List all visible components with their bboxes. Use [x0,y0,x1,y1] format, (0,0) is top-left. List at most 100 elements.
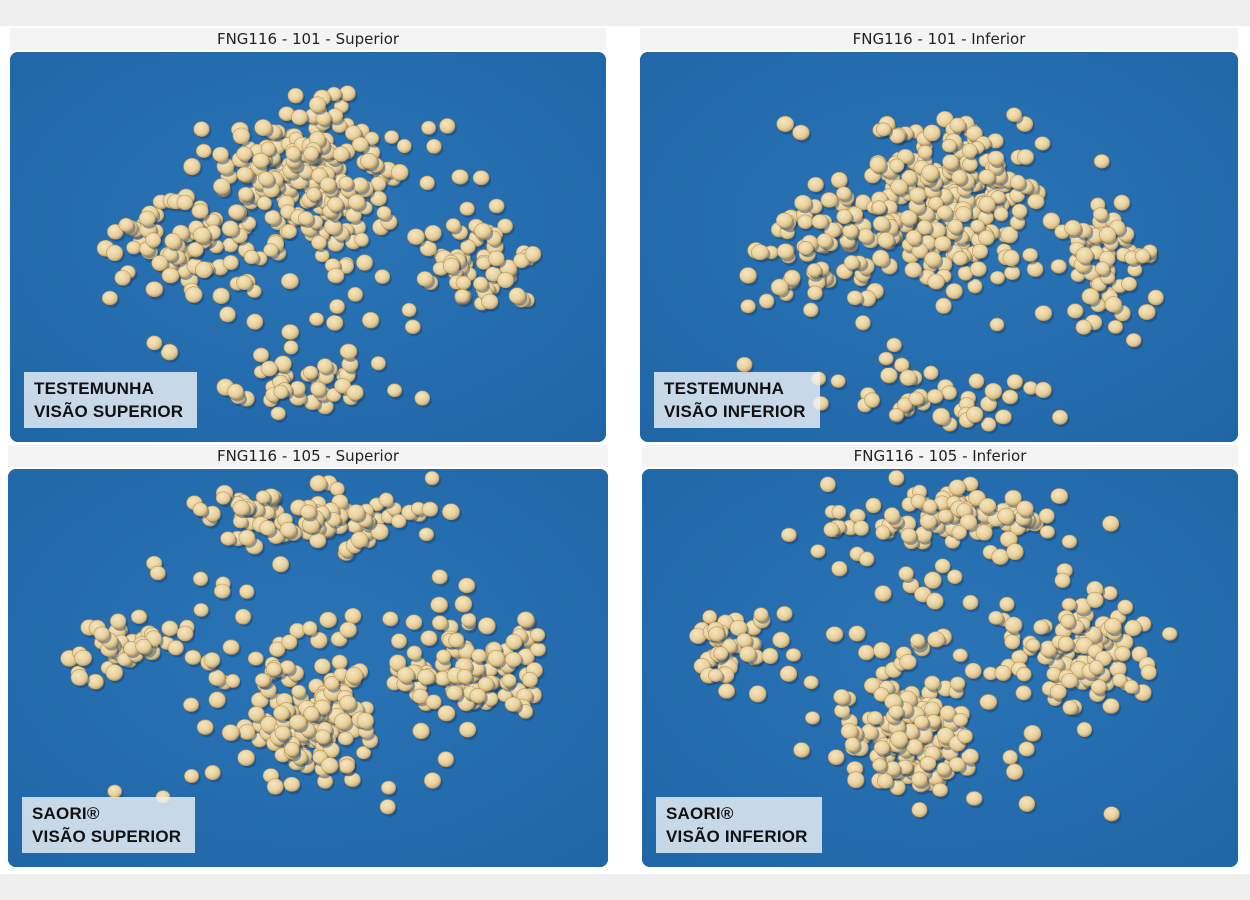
soybean-seed [252,152,270,169]
soybean-seed [888,704,904,719]
soybean-seed [988,610,1004,625]
soybean-seed [1034,381,1052,398]
soybean-seed [1033,619,1049,635]
soybean-seed [890,178,908,195]
soybean-seed [521,671,538,688]
soybean-seed [208,669,226,686]
soybean-seed [913,715,929,729]
soybean-seed [135,638,152,654]
soybean-seed [899,654,917,670]
soybean-seed [347,504,365,521]
soybean-seed [889,128,906,144]
soybean-seed [811,214,829,229]
soybean-seed [1113,194,1131,211]
soybean-seed [1107,319,1123,334]
soybean-seed [858,644,875,661]
soybean-seed [232,127,251,145]
soybean-seed [886,337,902,353]
soybean-seed [370,190,387,207]
panel-title: FNG116 - 105 - Inferior [642,445,1238,467]
soybean-seed [1015,685,1032,701]
soybean-seed [934,558,951,574]
soybean-seed [247,651,264,666]
soybean-seed [825,626,844,642]
soybean-seed [309,475,327,492]
soybean-seed [213,583,231,599]
soybean-seed [803,302,819,318]
soybean-seed [1112,672,1127,688]
soybean-seed [309,532,327,549]
soybean-seed [1050,488,1069,504]
soybean-seed [302,365,318,380]
soybean-seed [959,513,978,530]
soybean-seed [356,712,374,729]
soybean-seed [961,748,979,765]
soybean-seed [362,311,380,329]
soybean-seed [454,289,470,303]
soybean-seed [978,196,996,213]
soybean-seed [74,649,92,667]
soybean-seed [327,267,345,284]
soybean-seed [421,501,439,517]
soybean-seed [329,299,345,314]
soybean-seed [303,146,319,161]
soybean-seed [848,625,866,642]
soybean-seed [932,782,948,797]
soybean-seed [404,319,421,334]
soybean-seed [145,232,161,248]
soybean-seed [761,647,779,664]
soybean-seed [840,723,858,740]
soybean-seed [401,302,417,317]
soybean-seed [246,284,262,298]
soybean-seed [867,710,883,725]
soybean-seed [871,200,887,215]
soybean-seed [339,694,357,711]
soybean-seed [1102,698,1120,714]
soybean-seed [1061,673,1078,689]
soybean-seed [87,673,104,690]
soybean-seed [348,194,366,210]
soybean-seed [411,688,429,704]
soybean-seed [309,312,324,326]
soybean-seed [857,228,874,244]
soybean-seed [297,211,314,226]
soybean-seed [923,124,941,142]
soybean-seed [315,110,332,126]
soybean-seed [417,668,435,685]
soybean-seed [387,383,403,398]
soybean-seed [1061,534,1078,549]
soybean-seed [149,565,166,581]
soybean-seed [460,612,477,627]
soybean-seed [979,694,998,710]
soybean-seed [183,697,199,712]
caption-view: VISÃO SUPERIOR [32,827,182,846]
soybean-seed [1057,636,1074,652]
soybean-seed [1092,207,1109,221]
soybean-seed [923,571,942,589]
soybean-seed [1002,749,1018,765]
soybean-seed [876,122,892,137]
soybean-seed [167,640,184,656]
soybean-seed [927,631,945,648]
soybean-seed [184,768,200,784]
soybean-seed [478,617,496,635]
soybean-seed [130,609,148,624]
soybean-seed [222,255,239,270]
soybean-seed [1121,276,1137,291]
soybean-seed [978,498,997,514]
soybean-seed [1138,303,1156,321]
soybean-seed [1064,219,1082,236]
soybean-seed [407,228,425,245]
soybean-seed [878,351,894,366]
soybean-seed [258,171,275,187]
soybean-seed [926,592,944,610]
soybean-seed [442,257,460,274]
soybean-seed [785,648,801,662]
soybean-seed [311,235,327,250]
caption-treatment: SAORI® [666,804,734,823]
soybean-seed [877,773,894,789]
soybean-seed [910,633,925,647]
soybean-seed [381,780,397,795]
soybean-seed [236,146,253,162]
soybean-seed [212,287,230,305]
